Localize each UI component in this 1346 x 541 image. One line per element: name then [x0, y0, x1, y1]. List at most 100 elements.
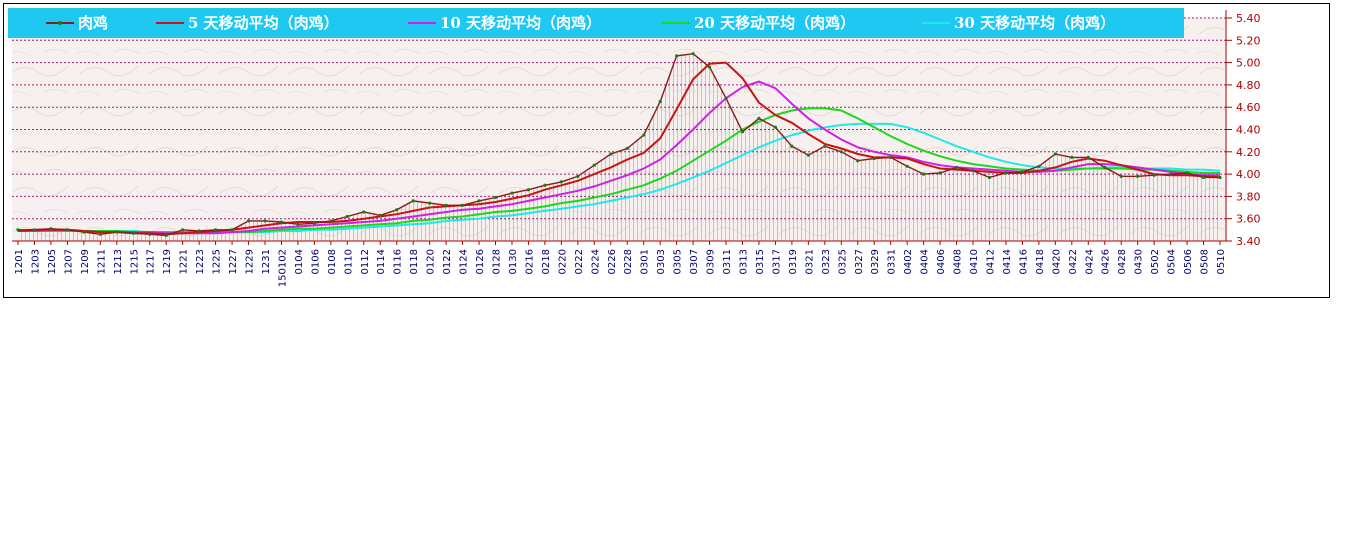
x-tick-label: 0422: [1068, 249, 1079, 274]
data-point: [197, 229, 201, 233]
x-tick-label: 0222: [574, 249, 585, 274]
data-point: [576, 174, 580, 178]
x-tick-label: 0319: [788, 249, 799, 274]
data-point: [1103, 165, 1107, 170]
data-point: [477, 199, 481, 203]
x-tick-label: 0426: [1101, 249, 1112, 274]
x-tick-label: 0412: [985, 249, 996, 274]
data-point: [49, 227, 53, 231]
volume-area: [18, 53, 1220, 242]
x-tick-label: 0327: [854, 249, 865, 274]
x-tick-label: 1215: [129, 249, 140, 274]
x-tick-label: 0313: [738, 249, 749, 274]
data-point: [987, 175, 992, 180]
legend-label-2: 10 天移动平均（肉鸡）: [440, 14, 601, 32]
x-tick-label: 1227: [228, 249, 239, 274]
x-tick-label: 0114: [376, 249, 387, 274]
x-axis-ticks: 1201 1203 1205 1207 1209 1211 1213 1215 1217 1219…: [14, 241, 1227, 287]
data-point: [1152, 173, 1156, 177]
x-tick-label: 0124: [459, 249, 470, 274]
x-tick-label: 0112: [360, 249, 371, 274]
data-point: [823, 144, 827, 148]
data-point: [82, 230, 86, 234]
x-tick-label: 0410: [969, 249, 980, 274]
x-tick-label: 1221: [179, 249, 190, 274]
data-point: [164, 233, 168, 238]
x-tick-label: 0116: [393, 249, 404, 274]
x-tick-label: 0404: [920, 249, 931, 274]
legend: 肉鸡 5 天移动平均（肉鸡） 10 天移动平均（肉鸡） 20 天移动平均（肉鸡） 30 …: [8, 8, 1184, 38]
x-tick-label: 1231: [261, 249, 272, 274]
y-tick-label: 5.00: [1236, 57, 1261, 70]
x-tick-label: 1205: [47, 249, 58, 274]
series-line-0: [18, 52, 1220, 237]
data-point: [757, 116, 761, 120]
data-point: [559, 180, 563, 184]
x-tick-label: 0224: [590, 249, 601, 274]
x-tick-label: 0424: [1084, 249, 1095, 274]
data-point: [279, 220, 284, 224]
data-point: [411, 199, 415, 203]
data-point: [872, 156, 876, 161]
x-tick-label: 1203: [30, 249, 41, 274]
x-tick-label: 0325: [837, 249, 848, 274]
data-point: [181, 228, 185, 232]
data-point: [642, 133, 646, 137]
legend-background: [8, 8, 1184, 38]
y-tick-label: 4.40: [1236, 124, 1261, 137]
data-point: [246, 219, 251, 223]
x-tick-label: 0508: [1200, 249, 1211, 274]
x-tick-label: 0506: [1183, 249, 1194, 274]
x-tick-label: 0414: [1002, 249, 1013, 274]
data-point: [428, 201, 432, 205]
data-point: [312, 221, 316, 225]
series-line-1: [17, 61, 1221, 236]
x-tick-label: 1207: [63, 249, 74, 274]
x-tick-label: 0428: [1117, 249, 1128, 274]
x-tick-label: 0228: [623, 249, 634, 274]
x-tick-label: 0502: [1150, 249, 1161, 274]
data-point: [148, 232, 152, 236]
data-point: [773, 125, 778, 129]
y-tick-label: 5.40: [1236, 12, 1261, 25]
data-point: [1053, 152, 1057, 156]
data-point: [378, 213, 382, 217]
x-tick-label: 1219: [162, 249, 173, 274]
legend-marker: [58, 21, 62, 25]
data-point: [1119, 174, 1123, 178]
x-tick-label: 0323: [821, 249, 832, 274]
data-point: [856, 159, 860, 163]
data-point: [16, 228, 20, 232]
data-point: [954, 165, 959, 170]
x-tick-label: 0317: [771, 249, 782, 274]
x-tick-label: 0128: [492, 249, 503, 274]
data-point: [213, 228, 218, 232]
data-point: [263, 219, 267, 223]
y-tick-label: 3.80: [1236, 190, 1261, 203]
data-point: [345, 214, 349, 219]
x-tick-label: 1213: [113, 249, 124, 274]
x-tick-label: 1217: [146, 249, 157, 274]
data-point: [1169, 172, 1173, 176]
x-tick-label: 0315: [755, 249, 766, 274]
x-tick-label: 0418: [1035, 249, 1046, 274]
data-point: [510, 191, 514, 195]
data-point: [740, 130, 745, 134]
data-point: [625, 146, 629, 151]
x-tick-label: 0110: [343, 249, 354, 274]
data-point: [1037, 164, 1041, 168]
x-tick-label: 0130: [508, 249, 519, 274]
data-point: [526, 188, 531, 192]
y-tick-label: 4.00: [1236, 168, 1261, 181]
x-tick-label: 0311: [722, 249, 733, 274]
legend-label-0: 肉鸡: [78, 14, 108, 32]
x-tick-label: 150102: [277, 249, 288, 287]
chart-frame: 5.40 5.20 5.00 4.80 4.60 4.40 4.20 4.00 3.80 3.60…: [3, 3, 1330, 298]
data-point: [32, 228, 37, 232]
x-tick-label: 0126: [475, 249, 486, 274]
series-lines: [17, 52, 1221, 237]
data-point: [707, 65, 712, 69]
data-point: [362, 210, 366, 214]
data-point: [724, 96, 728, 100]
data-point: [329, 219, 333, 223]
